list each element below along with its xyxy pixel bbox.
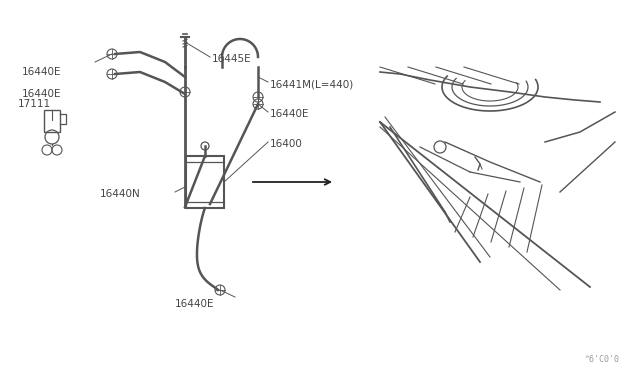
Bar: [44, 110, 60, 132]
Text: 16441M(L=440): 16441M(L=440): [270, 79, 355, 89]
Text: 16440N: 16440N: [100, 189, 141, 199]
Text: 16440E: 16440E: [22, 89, 61, 99]
Text: 16400: 16400: [270, 139, 303, 149]
Text: 17111: 17111: [18, 99, 51, 109]
Text: 16440E: 16440E: [175, 299, 214, 309]
Text: 16445E: 16445E: [212, 54, 252, 64]
Text: 16440E: 16440E: [270, 109, 310, 119]
Text: ^6'C0'0: ^6'C0'0: [585, 355, 620, 364]
Text: 16440E: 16440E: [22, 67, 61, 77]
Bar: [186, 156, 224, 208]
